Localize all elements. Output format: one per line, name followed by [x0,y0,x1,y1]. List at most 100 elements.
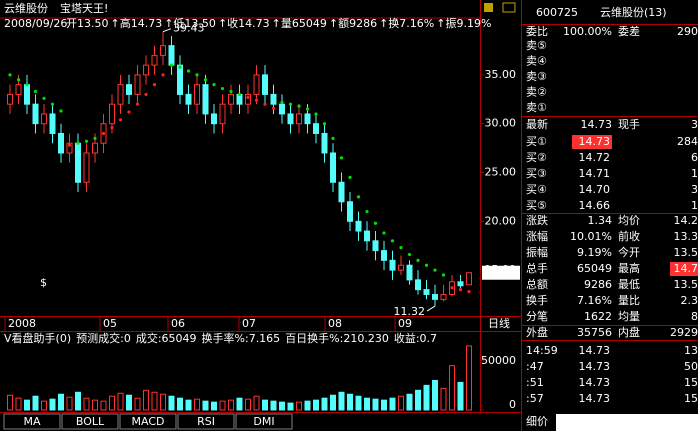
quote-item: ↑振9.19% [436,16,491,30]
trade-price: 14.73 [579,376,611,389]
candle-body [7,93,13,105]
tab-label[interactable]: DMI [253,415,274,428]
sar-dot [42,96,46,100]
candle-body [185,93,192,105]
candle-body [24,84,30,105]
volume-bar [194,398,200,411]
candle-body [262,74,268,95]
panel-label: 涨跌 [526,213,548,227]
sar-dot [118,118,123,122]
volume-bar [296,401,302,411]
sell-label: 卖④ [526,55,547,68]
candle-body [432,294,438,300]
trade-price: 14.73 [579,344,611,357]
candle-body [228,93,234,105]
tab[interactable] [119,413,177,430]
volume-bar [49,398,56,411]
panel-value: 2.3 [681,294,698,307]
trade-volume: 15 [684,376,698,389]
candle-body [440,294,447,300]
sar-dot [305,107,310,111]
tab-label[interactable]: MACD [132,415,165,428]
volume-bar [228,399,234,411]
toolbar-icons[interactable] [484,2,516,13]
sell-label: 卖③ [526,70,547,83]
stock-name: 云维股份 [4,2,48,15]
candle-body [372,240,379,252]
sar-dot [8,73,12,77]
volume-bar [372,398,379,411]
footer-left[interactable]: 细价 [526,415,548,428]
volume-bar [151,391,158,411]
sar-dot [339,156,344,160]
signal-marker: $ [40,276,47,289]
volume-bar [253,395,260,411]
sar-dot [135,102,140,106]
y-tick-label: 35.00 [485,68,517,81]
candle-body [466,272,472,286]
candle-body [32,103,39,125]
buy-price: 14.70 [579,183,611,196]
tab[interactable] [61,413,119,430]
sar-dot [67,143,72,147]
volume-bar [364,397,370,411]
tab[interactable] [3,413,61,430]
tab-label[interactable]: BOLL [76,415,105,428]
volume-bar [347,393,353,411]
quote-item: ↑低13.50 [164,17,216,30]
candle-body [321,132,328,154]
y-tick-label: 20.00 [485,214,517,227]
sar-dot [246,95,250,99]
trade-price: 14.73 [579,392,611,405]
sar-dot [152,83,157,87]
tab-label[interactable]: RSI [197,415,215,428]
panel-value: 290 [677,25,698,38]
sar-dot [424,263,429,267]
panel-label: 涨幅 [526,230,548,243]
tab-label[interactable]: MA [23,415,40,428]
panel-value: 13.5 [674,278,698,291]
low-pointer [426,305,436,312]
sar-dot [16,78,21,82]
candle-body [313,123,319,134]
panel-value: 100.00% [563,25,612,38]
tab[interactable] [177,413,235,430]
panel-value: 9286 [584,278,612,291]
tab[interactable] [235,413,293,430]
buy-volume: 284 [677,135,698,148]
candle-body [75,142,81,183]
sell-label: 卖① [526,101,547,114]
candle-body [151,54,158,66]
sar-dot [280,100,284,104]
sar-dot [59,109,63,113]
volume-bar [32,395,39,411]
candle-body [211,113,217,125]
candle-body [219,103,226,125]
volume-bar [355,395,362,411]
sar-dot [314,112,318,116]
buy-label: 买② [526,151,547,164]
buy-price: 14.73 [579,135,611,148]
candle-body [66,142,73,154]
panel-value: 13.5 [674,246,698,259]
candle-body [92,142,98,154]
volume-bar [66,396,73,411]
candle-body [15,84,22,95]
buy-label: 买① [526,135,547,148]
volume-bar [236,397,243,411]
candle-body [202,84,209,115]
panel-label: 最低 [618,278,640,291]
panel-label: 均价 [618,214,640,227]
volume-bar [338,391,345,411]
highlight [572,135,612,149]
trade-time: 14:59 [526,344,558,357]
low-label: 11.32 [394,305,426,318]
volume-bar [432,379,438,411]
candle-body [49,113,56,134]
candle-body [245,93,251,105]
sar-dot [101,131,106,136]
volume-bar [202,400,209,411]
volume-bar [109,395,115,411]
